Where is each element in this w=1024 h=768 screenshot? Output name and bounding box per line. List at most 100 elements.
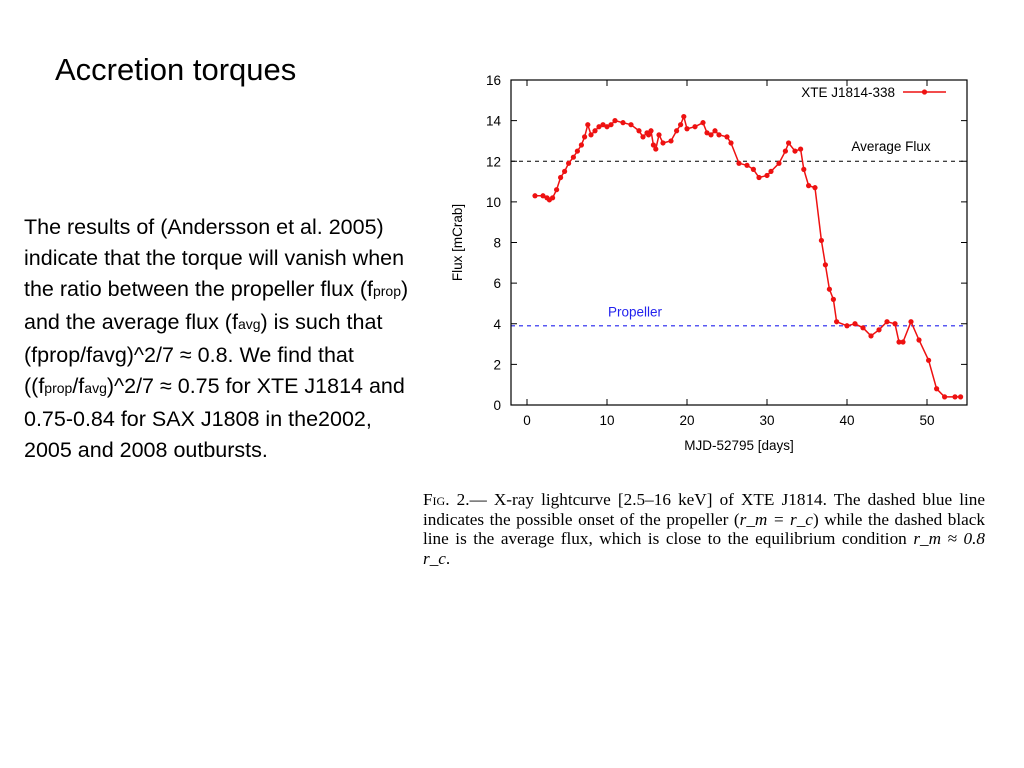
data-point (876, 327, 882, 333)
caption-text: . (445, 548, 451, 568)
data-point (916, 337, 922, 343)
body-text-part: ) is such that (fprop/favg)^2/7 ≈ 0.8. W… (24, 310, 383, 398)
data-point (812, 185, 818, 191)
y-axis-label: Flux [mCrab] (450, 204, 465, 281)
data-point (681, 113, 687, 120)
data-point (768, 168, 774, 175)
legend-marker (921, 89, 928, 95)
data-point (600, 122, 606, 128)
data-point (554, 187, 560, 193)
data-point (582, 134, 588, 140)
data-point (604, 124, 610, 130)
y-tick-label: 14 (486, 114, 502, 129)
data-point (818, 237, 824, 244)
data-point (558, 174, 564, 181)
data-point (636, 128, 642, 134)
data-point (585, 122, 591, 128)
figure-caption: Fig. 2.— X-ray lightcurve [2.5–16 keV] o… (423, 490, 985, 568)
data-point (830, 296, 836, 302)
x-tick-label: 0 (523, 413, 531, 428)
data-point (566, 160, 572, 166)
data-point (650, 142, 656, 148)
data-point (608, 122, 614, 128)
y-tick-label: 8 (493, 236, 501, 251)
subscript-prop: prop (372, 283, 402, 299)
data-point (588, 132, 594, 138)
y-tick-label: 16 (486, 73, 501, 88)
data-point (934, 386, 940, 392)
data-point (852, 321, 858, 327)
x-tick-label: 20 (679, 413, 694, 428)
data-point (700, 120, 706, 126)
data-point (540, 193, 546, 199)
x-tick-label: 30 (759, 413, 774, 428)
data-point (764, 172, 770, 179)
data-point (640, 134, 646, 140)
data-point (612, 118, 618, 124)
caption-text: — X-ray lightcurve [2.5–16 keV] of XTE J… (423, 490, 985, 529)
data-point (653, 146, 659, 152)
subscript-avg: avg (84, 380, 107, 396)
x-axis-label: MJD-52795 [days] (684, 438, 794, 453)
body-text-part: ) and the average flux (f (24, 277, 409, 334)
data-point (562, 168, 568, 175)
lightcurve-chart: 0 10 20 30 40 50 0 2 4 6 8 10 12 14 16 MJD-52795 [day… (450, 73, 968, 453)
data-point (798, 146, 804, 152)
data-point (786, 140, 792, 146)
data-point (744, 162, 750, 168)
body-text-part: /f (72, 374, 85, 398)
data-point (578, 142, 584, 148)
data-point (570, 154, 576, 160)
data-point (756, 174, 762, 181)
data-point (678, 122, 684, 128)
data-point (728, 140, 734, 146)
x-tick-label: 10 (599, 413, 614, 428)
data-point (942, 394, 948, 400)
subscript-avg: avg (237, 316, 261, 332)
y-tick-label: 2 (493, 357, 501, 372)
series-line (535, 114, 961, 398)
data-point (592, 128, 598, 134)
data-point (692, 124, 698, 130)
y-tick-label: 10 (486, 195, 501, 210)
data-point (860, 325, 866, 331)
figure-label: Fig. 2. (423, 490, 470, 509)
data-point (712, 128, 718, 134)
data-point (782, 148, 788, 154)
average-flux-label: Average Flux (851, 139, 931, 154)
caption-math: r_m = r_c (739, 509, 813, 529)
y-tick-label: 6 (493, 276, 501, 291)
data-point (716, 132, 722, 138)
data-point (952, 394, 958, 400)
legend-label: XTE J1814-338 (801, 85, 895, 100)
data-point (704, 130, 710, 136)
propeller-label: Propeller (608, 305, 663, 320)
slide-title: Accretion torques (55, 52, 297, 87)
data-point (668, 138, 674, 144)
data-point (896, 339, 902, 345)
data-point (776, 160, 782, 166)
chart-legend: XTE J1814-338 (801, 85, 946, 100)
x-tick-label: 50 (919, 413, 934, 428)
data-point (574, 148, 580, 154)
data-point (684, 126, 690, 132)
data-point (926, 357, 932, 363)
data-point (724, 134, 730, 140)
data-point (596, 124, 602, 130)
data-point (620, 120, 626, 126)
data-point (736, 160, 742, 166)
data-point (908, 319, 914, 325)
subscript-prop: prop (44, 380, 73, 396)
caption-math: r_m ≈ 0.8 r_c (423, 529, 985, 568)
data-point (801, 166, 807, 172)
data-point (674, 128, 680, 134)
data-point (750, 166, 756, 172)
body-text-part: The results of (Andersson et al. 2005) i… (24, 215, 405, 301)
data-point (884, 319, 890, 325)
y-tick-label: 0 (493, 398, 501, 413)
data-point (656, 132, 662, 138)
data-point (792, 148, 798, 154)
data-point (868, 333, 874, 339)
data-point (628, 122, 634, 128)
data-point (958, 394, 964, 400)
